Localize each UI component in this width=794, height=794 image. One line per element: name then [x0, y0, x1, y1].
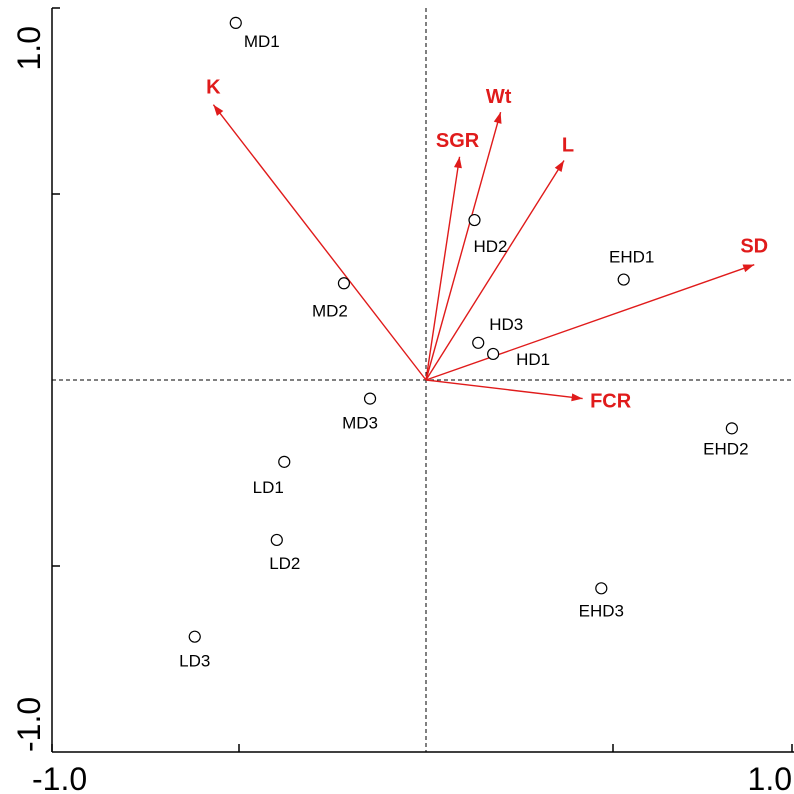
vector-k — [212, 104, 427, 381]
sample-point-md3 — [363, 392, 377, 405]
vector-sgr — [425, 156, 461, 381]
sample-point-ehd2 — [725, 422, 738, 435]
sample-label-hd1: HD1 — [516, 350, 550, 369]
vector-arrowhead-sd — [742, 264, 755, 273]
x-tick-label-left: -1.0 — [32, 761, 87, 794]
sample-point-hd3 — [472, 336, 485, 349]
sample-point-ld1 — [278, 455, 291, 468]
vector-arrowhead-fcr — [571, 393, 583, 402]
vector-arrowhead-k — [213, 104, 224, 116]
y-tick-label-top: 1.0 — [11, 26, 47, 70]
vector-arrowhead-l — [554, 160, 565, 172]
sample-point-ehd1 — [617, 273, 630, 286]
sample-label-md1: MD1 — [244, 32, 280, 51]
sample-point-ld3 — [188, 630, 201, 643]
sample-point-ld2 — [270, 533, 283, 547]
x-tick-label-right: 1.0 — [748, 761, 792, 794]
sample-label-hd3: HD3 — [489, 315, 523, 334]
sample-point-md2 — [337, 277, 351, 290]
sample-label-ehd3: EHD3 — [579, 601, 624, 620]
sample-point-ehd3 — [595, 582, 608, 595]
vector-label-l: L — [562, 135, 574, 157]
vector-arrowhead-wt — [493, 112, 502, 124]
sample-label-md3: MD3 — [342, 414, 378, 433]
vector-label-k: K — [206, 77, 221, 99]
sample-label-ehd1: EHD1 — [609, 248, 654, 267]
sample-label-ld3: LD3 — [179, 652, 210, 671]
sample-label-ld2: LD2 — [269, 554, 300, 573]
vector-l — [425, 160, 565, 381]
sample-label-ld1: LD1 — [253, 478, 284, 497]
vector-label-sd: SD — [740, 236, 768, 258]
vector-fcr — [425, 379, 583, 400]
sample-label-hd2: HD2 — [473, 237, 507, 256]
vectors: K Wt SGR L SD FCR — [206, 77, 768, 413]
sample-point-md1 — [229, 16, 242, 29]
sample-point-hd2 — [468, 213, 481, 227]
axes — [51, 7, 794, 753]
sample-point-hd1 — [487, 347, 500, 361]
vector-label-fcr: FCR — [590, 391, 632, 413]
vector-wt — [425, 111, 502, 381]
vector-arrowhead-sgr — [453, 156, 462, 169]
vector-label-wt: Wt — [486, 86, 512, 108]
vector-label-sgr: SGR — [436, 130, 480, 152]
samples: MD1 MD2 MD3 HD2 HD3 HD1 EHD1 EHD2 EHD3 LD1 LD2 LD3 — [179, 16, 749, 671]
sample-label-ehd2: EHD2 — [703, 439, 748, 458]
vector-sd — [425, 264, 755, 381]
sample-label-md2: MD2 — [312, 301, 348, 320]
y-tick-label-bottom: -1.0 — [11, 697, 47, 752]
